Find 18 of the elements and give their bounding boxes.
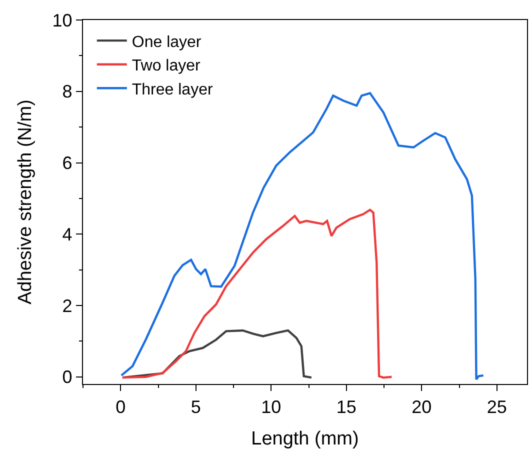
y-tick-label: 4 bbox=[62, 224, 72, 244]
y-tick-label: 2 bbox=[62, 296, 72, 316]
legend-label: One layer bbox=[132, 34, 202, 51]
line-series bbox=[121, 208, 393, 379]
x-tick-label: 5 bbox=[190, 396, 201, 417]
x-tick-label: 25 bbox=[486, 396, 507, 417]
x-tick-label: 20 bbox=[412, 396, 432, 417]
legend-label: Three layer bbox=[132, 81, 214, 98]
y-tick-label: 10 bbox=[52, 10, 72, 30]
x-tick-label: 10 bbox=[261, 396, 282, 417]
y-axis-title: Adhesive strength (N/m) bbox=[15, 100, 36, 304]
y-tick-label: 6 bbox=[62, 153, 72, 174]
y-tick-label: 0 bbox=[62, 367, 72, 388]
legend-label: Two layer bbox=[132, 58, 202, 75]
x-axis-title: Length (mm) bbox=[251, 428, 359, 450]
x-tick-label: 15 bbox=[336, 396, 356, 417]
y-tick-label: 8 bbox=[62, 82, 72, 102]
x-tick-label: 0 bbox=[116, 396, 126, 417]
